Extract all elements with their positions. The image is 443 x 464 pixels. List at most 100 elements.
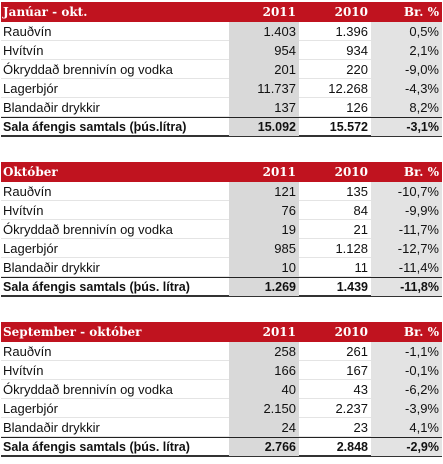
table-row-2010-cell: 84 [353,203,368,218]
table-row-label-cell: Hvítvín [3,43,44,58]
table-row-2011-cell: 10 [229,258,299,277]
table-header-2010-cell: 2010 [334,325,368,339]
table-total-row-2010-cell: 15.572 [329,120,368,134]
table-header-label-cell: Október [3,165,58,179]
table-row: Lagerbjór 2.150 2.237 -3,9% [1,399,442,418]
table-row-change-cell: -10,7% [371,182,442,201]
table-header-change-cell: Br. % [403,325,439,339]
table-row-2010-cell: 135 [346,184,368,199]
table-row-change-cell: -11,7% [371,220,442,239]
table-header-2010-cell: 2010 [334,5,368,19]
table-total-row-2011-cell: 2.766 [229,438,299,456]
table-total-row-change-cell: -11,8% [371,278,442,296]
table-row-2011-cell: 166 [229,361,299,380]
table-row: Blandaðir drykkir 137 126 8,2% [1,98,442,117]
table-row-2011-cell: 137 [229,98,299,117]
table-row-2011-cell: 40 [229,380,299,399]
table-row-label-cell: Hvítvín [3,203,44,218]
sales-table-1: Janúar - okt. 2011 2010 Br. % Rauðvín 1.403 1.… [1,2,442,137]
table-row-label-cell: Ókryddað brennivín og vodka [3,222,173,237]
table-row-2010-cell: 1.396 [335,24,368,39]
table-row-change-cell: -0,1% [371,361,442,380]
table-row-change-cell: -11,4% [371,258,442,277]
table-row-2010-cell: 261 [346,344,368,359]
table-row-label-cell: Rauðvín [3,344,52,359]
table-row-2010-cell: 934 [346,43,368,58]
table-row: Blandaðir drykkir 24 23 4,1% [1,418,442,437]
table-row-2011-cell: 19 [229,220,299,239]
table-total-row-label-cell: Sala áfengis samtals (þús. lítra) [3,280,190,294]
table-row-label-cell: Blandaðir drykkir [3,260,100,275]
table-header-2011-cell: 2011 [262,165,296,179]
table-total-row-label-cell: Sala áfengis samtals (þús.lítra) [3,120,187,134]
table-row-2011-cell: 1.403 [229,22,299,41]
table-row: Lagerbjór 985 1.128 -12,7% [1,239,442,258]
table-row-label-cell: Blandaðir drykkir [3,420,100,435]
table-row-2010-cell: 167 [346,363,368,378]
table-total-row-2010-cell: 1.439 [336,280,368,294]
table-row-change-cell: -4,3% [371,79,442,98]
table-row: Ókryddað brennivín og vodka 40 43 -6,2% [1,380,442,399]
table-row: Hvítvín 76 84 -9,9% [1,201,442,220]
table-row-label-cell: Lagerbjór [3,241,58,256]
table-row-2011-cell: 11.737 [229,79,299,98]
table-row-label-cell: Lagerbjór [3,401,58,416]
table-row-label-cell: Hvítvín [3,363,44,378]
table-row-2010-cell: 220 [346,62,368,77]
table-total-row-2010-cell: 2.848 [336,440,368,454]
table-header: Október 2011 2010 Br. % [1,162,442,182]
table-row: Rauðvín 258 261 -1,1% [1,342,442,361]
table-total-row-label-cell: Sala áfengis samtals (þús. lítra) [3,440,190,454]
table-row-label-cell: Lagerbjór [3,81,58,96]
table-row-change-cell: -3,9% [371,399,442,418]
table-row-change-cell: 2,1% [371,41,442,60]
table-total-row-2011-cell: 15.092 [229,118,299,136]
table-row-change-cell: 8,2% [371,98,442,117]
table-total-row-change-cell: -3,1% [371,118,442,136]
table-row: Lagerbjór 11.737 12.268 -4,3% [1,79,442,98]
table-row-2010-cell: 23 [353,420,368,435]
table-row-2011-cell: 201 [229,60,299,79]
table-row-2011-cell: 24 [229,418,299,437]
table-row-label-cell: Rauðvín [3,184,52,199]
table-row-2011-cell: 258 [229,342,299,361]
table-row-2010-cell: 2.237 [335,401,368,416]
table-row-2011-cell: 954 [229,41,299,60]
table-row: Rauðvín 121 135 -10,7% [1,182,442,201]
sales-table-3: September - október 2011 2010 Br. % Rauðvín 2… [1,322,442,457]
table-row-change-cell: -12,7% [371,239,442,258]
table-row-2011-cell: 121 [229,182,299,201]
table-row-2010-cell: 11 [354,260,369,275]
table-row: Rauðvín 1.403 1.396 0,5% [1,22,442,41]
table-row: Ókryddað brennivín og vodka 19 21 -11,7% [1,220,442,239]
table-row-change-cell: -9,0% [371,60,442,79]
table-header-2011-cell: 2011 [262,325,296,339]
table-row: Hvítvín 954 934 2,1% [1,41,442,60]
table-row: Hvítvín 166 167 -0,1% [1,361,442,380]
table-header-2011-cell: 2011 [262,5,296,19]
table-row-2010-cell: 21 [353,222,368,237]
table-row-2010-cell: 126 [346,100,368,115]
table-row-2011-cell: 2.150 [229,399,299,418]
table-header: Janúar - okt. 2011 2010 Br. % [1,2,442,22]
table-total-row: Sala áfengis samtals (þús. lítra) 2.766 2.… [1,437,442,457]
table-header-change-cell: Br. % [403,165,439,179]
table-row-2011-cell: 985 [229,239,299,258]
table-row-label-cell: Rauðvín [3,24,52,39]
table-row-2010-cell: 1.128 [335,241,368,256]
table-header-2010-cell: 2010 [334,165,368,179]
sales-table-2: Október 2011 2010 Br. % Rauðvín 121 135 -10,7% H… [1,162,442,297]
table-row-label-cell: Blandaðir drykkir [3,100,100,115]
table-row-2011-cell: 76 [229,201,299,220]
table-total-row: Sala áfengis samtals (þús.lítra) 15.092 15… [1,117,442,137]
table-header-label-cell: Janúar - okt. [3,5,88,19]
table-row-2010-cell: 12.268 [328,81,368,96]
table-total-row-2011-cell: 1.269 [229,278,299,296]
table-row: Ókryddað brennivín og vodka 201 220 -9,0% [1,60,442,79]
table-row-change-cell: -9,9% [371,201,442,220]
table-header-change-cell: Br. % [403,5,439,19]
table-row-label-cell: Ókryddað brennivín og vodka [3,62,173,77]
table-header-label-cell: September - október [3,325,142,339]
table-total-row-change-cell: -2,9% [371,438,442,456]
table-row-change-cell: 4,1% [371,418,442,437]
